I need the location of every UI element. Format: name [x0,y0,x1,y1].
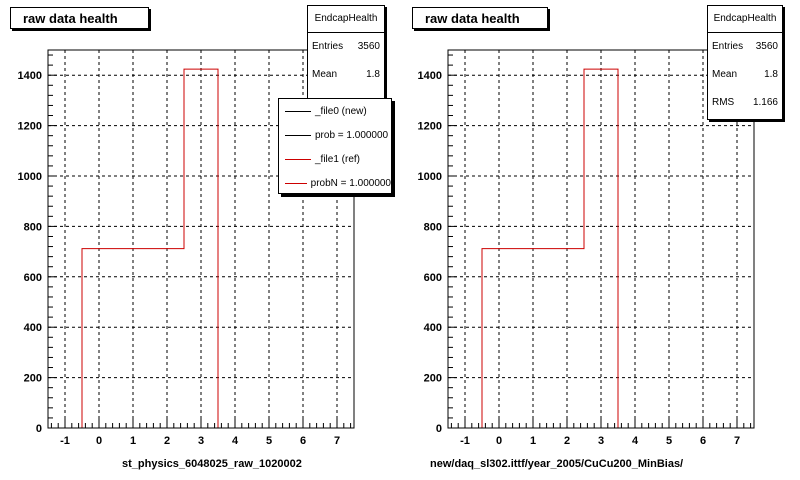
right-stats-name: EndcapHealth [708,6,782,33]
x-tick-label: -1 [60,435,70,447]
right-stats-mean-value: 1.8 [764,69,778,80]
x-tick-label: 3 [198,435,204,447]
x-tick-label: 7 [734,435,740,447]
y-tick-label: 1400 [18,70,42,82]
y-tick-label: 200 [424,373,442,385]
x-tick-label: 2 [164,435,170,447]
left-stats-entries-value: 3560 [357,41,380,52]
left-stats-entries-row: Entries 3560 [308,33,384,61]
right-stats-rms-value: 1.166 [752,97,778,108]
legend-line-black [285,134,311,136]
x-tick-label: 1 [130,435,136,447]
x-tick-label: 2 [564,435,570,447]
x-tick-label: 4 [632,435,639,447]
legend-entry: prob = 1.000000 [279,123,391,147]
y-tick-label: 1200 [418,121,442,133]
left-stats-name: EndcapHealth [308,6,384,33]
left-stats-entries-label: Entries [312,41,344,52]
x-tick-label: 1 [530,435,536,447]
right-stats-mean-label: Mean [712,69,738,80]
legend-label: _file1 (ref) [315,153,361,165]
x-tick-label: 6 [700,435,706,447]
x-tick-label: 6 [300,435,306,447]
left-stats-mean-value: 1.8 [366,69,380,80]
right-stats-rms-label: RMS [712,97,735,108]
right-title-box: raw data health [412,7,548,29]
legend-entry: _file0 (new) [279,99,391,123]
right-stats-rms-row: RMS 1.166 [708,89,782,117]
legend-label: _file0 (new) [315,105,367,117]
legend-line-red [285,182,307,184]
y-tick-label: 800 [24,221,42,233]
y-tick-label: 0 [436,423,442,435]
left-stats-mean-label: Mean [312,69,338,80]
left-plot: 0 200 400 600 800 1000 1200 1400 -1 0 1 2 3 4 5 6 7 [18,49,355,447]
y-tick-label: 200 [24,373,42,385]
y-tick-label: 800 [424,221,442,233]
left-title: raw data health [23,11,118,26]
y-tick-label: 1000 [18,171,42,183]
y-tick-label: 400 [24,322,42,334]
right-stats-entries-row: Entries 3560 [708,33,782,61]
right-stats-box: EndcapHealth Entries 3560 Mean 1.8 RMS 1… [707,5,783,120]
legend-entry: _file1 (ref) [279,147,391,171]
x-tick-label: 3 [598,435,604,447]
right-title: raw data health [425,11,520,26]
legend-label: prob = 1.000000 [315,129,389,141]
x-tick-label: 5 [266,435,272,447]
y-tick-label: 1200 [18,121,42,133]
left-legend: _file0 (new) prob = 1.000000 _file1 (ref… [278,98,392,194]
left-stats-box: EndcapHealth Entries 3560 Mean 1.8 [307,5,385,105]
right-x-axis-title: new/daq_sl302.ittf/year_2005/CuCu200_Min… [430,458,684,470]
right-stats-entries-label: Entries [712,41,744,52]
x-tick-label: 0 [496,435,502,447]
x-tick-label: 7 [334,435,340,447]
y-tick-label: 600 [424,272,442,284]
histogram-series-line [448,68,754,429]
y-tick-label: 0 [36,423,42,435]
x-tick-label: 4 [232,435,239,447]
y-tick-label: 600 [24,272,42,284]
y-tick-label: 1000 [418,171,442,183]
legend-entry: probN = 1.000000 [279,171,391,193]
x-tick-label: 0 [96,435,102,447]
y-tick-label: 1400 [418,70,442,82]
legend-line-red [285,158,311,160]
left-title-box: raw data health [10,7,149,29]
left-x-axis-title: st_physics_6048025_raw_1020002 [122,458,302,470]
legend-line-black [285,110,311,112]
left-stats-mean-row: Mean 1.8 [308,61,384,89]
x-tick-label: 5 [666,435,672,447]
legend-label: probN = 1.000000 [310,177,391,189]
right-stats-mean-row: Mean 1.8 [708,61,782,89]
y-tick-label: 400 [424,322,442,334]
right-stats-entries-value: 3560 [755,41,778,52]
x-tick-label: -1 [460,435,470,447]
histogram-series-line [48,68,354,429]
right-plot: 0 200 400 600 800 1000 1200 1400 -1 0 1 2 3 4 5 6 7 [418,49,755,447]
